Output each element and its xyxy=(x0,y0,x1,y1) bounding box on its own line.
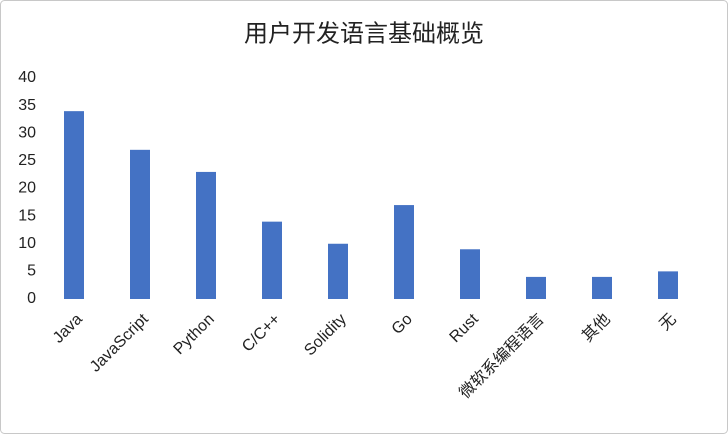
y-tick-label: 35 xyxy=(18,97,36,114)
bar xyxy=(460,249,480,299)
bar xyxy=(658,271,678,299)
bar xyxy=(526,276,546,299)
chart-title: 用户开发语言基础概览 xyxy=(244,20,484,47)
bar xyxy=(130,149,150,299)
bar xyxy=(196,171,216,299)
y-tick-label: 5 xyxy=(27,263,36,280)
y-tick-label: 10 xyxy=(18,235,36,252)
bar xyxy=(328,243,348,299)
bar xyxy=(592,276,612,299)
y-tick-label: 40 xyxy=(18,69,36,86)
y-tick-label: 20 xyxy=(18,180,36,197)
bar xyxy=(262,221,282,299)
y-tick-label: 15 xyxy=(18,207,36,224)
bar xyxy=(64,111,84,300)
y-tick-label: 25 xyxy=(18,152,36,169)
y-tick-label: 0 xyxy=(27,290,36,307)
y-tick-label: 30 xyxy=(18,124,36,141)
bar xyxy=(394,205,414,299)
